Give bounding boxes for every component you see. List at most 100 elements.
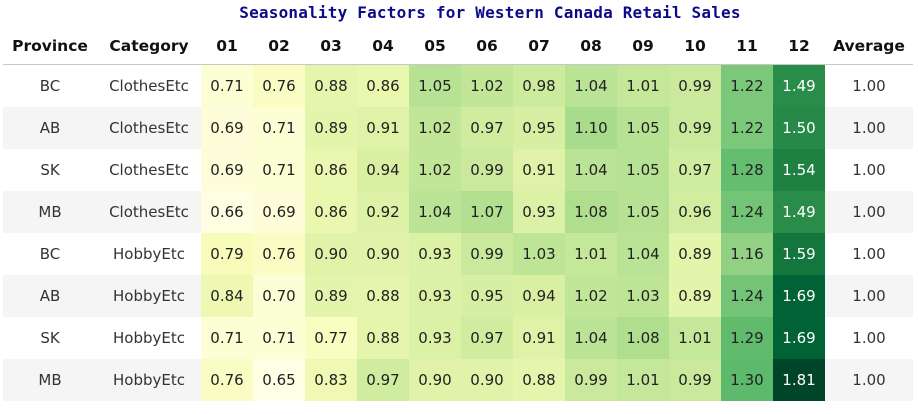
province-cell: BC — [3, 64, 97, 107]
average-cell: 1.00 — [825, 359, 913, 401]
heatmap-cell: 0.94 — [513, 275, 565, 317]
heatmap-cell: 1.05 — [617, 149, 669, 191]
heatmap-cell: 0.91 — [513, 149, 565, 191]
column-header: 10 — [684, 37, 706, 55]
heatmap-cell: 0.84 — [201, 275, 253, 317]
province-cell: AB — [3, 107, 97, 149]
average-cell: 1.00 — [825, 317, 913, 359]
heatmap-cell: 1.49 — [773, 64, 825, 107]
heatmap-cell: 0.70 — [253, 275, 305, 317]
heatmap-cell: 1.01 — [617, 64, 669, 107]
heatmap-cell: 1.54 — [773, 149, 825, 191]
province-cell: SK — [3, 317, 97, 359]
heatmap-cell: 1.04 — [565, 64, 617, 107]
category-cell: ClothesEtc — [97, 64, 201, 107]
heatmap-cell: 0.71 — [253, 149, 305, 191]
average-cell: 1.00 — [825, 191, 913, 233]
heatmap-cell: 0.90 — [409, 359, 461, 401]
column-header: 04 — [372, 37, 394, 55]
province-cell: MB — [3, 191, 97, 233]
heatmap-cell: 0.99 — [669, 64, 721, 107]
average-cell: 1.00 — [825, 233, 913, 275]
heatmap-cell: 1.81 — [773, 359, 825, 401]
heatmap-cell: 1.08 — [617, 317, 669, 359]
heatmap-cell: 1.30 — [721, 359, 773, 401]
heatmap-cell: 1.10 — [565, 107, 617, 149]
heatmap-cell: 0.71 — [253, 107, 305, 149]
heatmap-cell: 1.05 — [617, 191, 669, 233]
heatmap-cell: 1.05 — [617, 107, 669, 149]
heatmap-cell: 1.50 — [773, 107, 825, 149]
province-cell: AB — [3, 275, 97, 317]
heatmap-cell: 1.28 — [721, 149, 773, 191]
heatmap-cell: 0.79 — [201, 233, 253, 275]
heatmap-cell: 0.93 — [409, 233, 461, 275]
heatmap-cell: 1.04 — [565, 149, 617, 191]
table-row: MB ClothesEtc 0.66 0.69 0.86 0.92 1.04 1.07 0.93… — [3, 191, 913, 233]
heatmap-cell: 1.02 — [409, 107, 461, 149]
chart-title: Seasonality Factors for Western Canada R… — [239, 3, 741, 22]
heatmap-cell: 0.95 — [513, 107, 565, 149]
heatmap-cell: 1.01 — [565, 233, 617, 275]
heatmap-cell: 0.88 — [357, 317, 409, 359]
heatmap-cell: 0.77 — [305, 317, 357, 359]
heatmap-cell: 0.96 — [669, 191, 721, 233]
heatmap-cell: 0.66 — [201, 191, 253, 233]
table-row: SK ClothesEtc 0.69 0.71 0.86 0.94 1.02 0.99 0.91… — [3, 149, 913, 191]
table-row: SK HobbyEtc 0.71 0.71 0.77 0.88 0.93 0.97 0.91 1.… — [3, 317, 913, 359]
heatmap-cell: 0.76 — [201, 359, 253, 401]
heatmap-cell: 1.04 — [565, 317, 617, 359]
column-header: 02 — [268, 37, 290, 55]
seasonality-table: Province Category 01 02 03 04 05 06 07 08 09 10 11 12… — [3, 28, 913, 401]
column-header: Province — [12, 37, 88, 55]
heatmap-cell: 1.03 — [617, 275, 669, 317]
heatmap-cell: 0.86 — [305, 191, 357, 233]
category-cell: ClothesEtc — [97, 107, 201, 149]
heatmap-cell: 0.99 — [461, 149, 513, 191]
heatmap-cell: 0.89 — [669, 275, 721, 317]
heatmap-cell: 0.99 — [669, 359, 721, 401]
category-cell: ClothesEtc — [97, 191, 201, 233]
heatmap-cell: 1.59 — [773, 233, 825, 275]
table-row: MB HobbyEtc 0.76 0.65 0.83 0.97 0.90 0.90 0.88 0.… — [3, 359, 913, 401]
category-cell: HobbyEtc — [97, 233, 201, 275]
heatmap-cell: 0.69 — [201, 149, 253, 191]
heatmap-cell: 0.99 — [461, 233, 513, 275]
header-row: Province Category 01 02 03 04 05 06 07 08 09 10 11 12… — [3, 28, 913, 65]
heatmap-cell: 0.69 — [253, 191, 305, 233]
heatmap-cell: 0.83 — [305, 359, 357, 401]
heatmap-cell: 0.71 — [201, 317, 253, 359]
heatmap-cell: 0.95 — [461, 275, 513, 317]
heatmap-cell: 0.76 — [253, 64, 305, 107]
average-cell: 1.00 — [825, 275, 913, 317]
table-row: AB ClothesEtc 0.69 0.71 0.89 0.91 1.02 0.97 0.95… — [3, 107, 913, 149]
category-cell: HobbyEtc — [97, 275, 201, 317]
table-body: BC ClothesEtc 0.71 0.76 0.88 0.86 1.05 1.02 0.98… — [3, 64, 913, 401]
heatmap-cell: 1.69 — [773, 317, 825, 359]
heatmap-cell: 0.90 — [461, 359, 513, 401]
heatmap-cell: 0.71 — [253, 317, 305, 359]
heatmap-cell: 0.97 — [461, 107, 513, 149]
column-header: Average — [833, 37, 905, 55]
heatmap-cell: 1.29 — [721, 317, 773, 359]
column-header: 03 — [320, 37, 342, 55]
category-cell: ClothesEtc — [97, 149, 201, 191]
category-cell: HobbyEtc — [97, 317, 201, 359]
table-row: BC ClothesEtc 0.71 0.76 0.88 0.86 1.05 1.02 0.98… — [3, 64, 913, 107]
heatmap-cell: 1.69 — [773, 275, 825, 317]
heatmap-cell: 0.91 — [513, 317, 565, 359]
province-cell: BC — [3, 233, 97, 275]
heatmap-cell: 0.93 — [409, 275, 461, 317]
column-header: 08 — [580, 37, 602, 55]
heatmap-cell: 0.89 — [305, 275, 357, 317]
heatmap-cell: 0.65 — [253, 359, 305, 401]
heatmap-cell: 0.94 — [357, 149, 409, 191]
average-cell: 1.00 — [825, 149, 913, 191]
heatmap-cell: 1.01 — [669, 317, 721, 359]
column-header: 09 — [632, 37, 654, 55]
heatmap-cell: 0.90 — [305, 233, 357, 275]
heatmap-cell: 0.69 — [201, 107, 253, 149]
heatmap-cell: 0.86 — [305, 149, 357, 191]
heatmap-cell: 0.88 — [513, 359, 565, 401]
